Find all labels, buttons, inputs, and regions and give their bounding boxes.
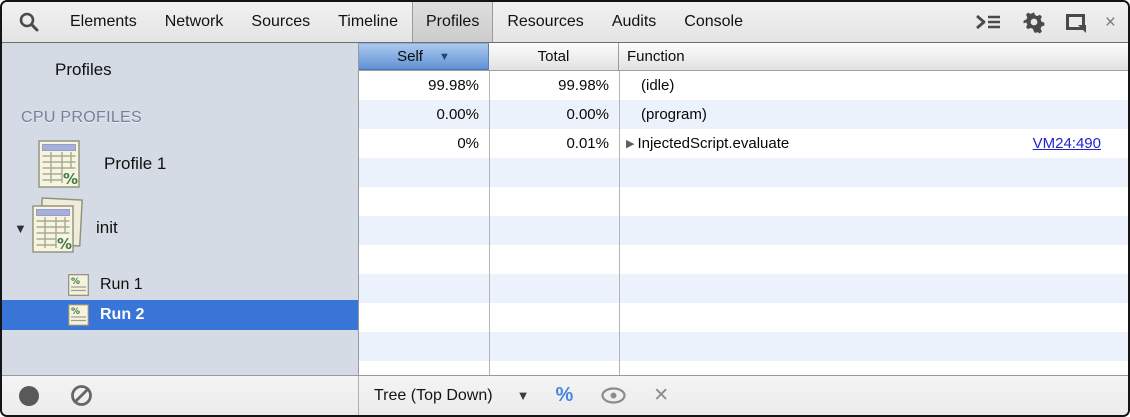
tab-label: Console	[684, 13, 743, 30]
sidebar-item-profile-1[interactable]: % Profile 1	[38, 140, 358, 188]
main-area: Profiles CPU PROFILES %	[2, 43, 1128, 375]
table-row-injectedscript[interactable]: 0% 0.01% ▶ InjectedScript.evaluate VM24:…	[359, 129, 1128, 158]
main-toolbar: Elements Network Sources Timeline Profil…	[2, 2, 1128, 43]
column-label: Self	[397, 48, 423, 65]
exclude-function-icon[interactable]: ✕	[653, 385, 670, 406]
column-header-function[interactable]: Function	[619, 43, 1128, 70]
column-label: Function	[627, 48, 685, 65]
tab-label: Timeline	[338, 13, 398, 30]
profile-data-grid: Self ▼ Total Function 99.98% 99.98% (idl…	[359, 43, 1128, 375]
svg-text:%: %	[63, 170, 78, 188]
table-row-idle[interactable]: 99.98% 99.98% (idle)	[359, 71, 1128, 100]
self-cell: 99.98%	[428, 77, 479, 94]
status-bar-right: Tree (Top Down) ▼ % ✕	[359, 384, 669, 407]
sidebar-title: Profiles	[55, 60, 112, 79]
tab-network[interactable]: Network	[151, 2, 238, 42]
tab-elements[interactable]: Elements	[56, 2, 151, 42]
column-header-self[interactable]: Self ▼	[359, 43, 489, 70]
run-sheet-icon: %	[68, 274, 89, 296]
run-sheet-icon: %	[68, 304, 89, 326]
expand-row-icon[interactable]: ▶	[626, 138, 635, 150]
column-separator[interactable]	[489, 71, 490, 375]
sort-descending-icon: ▼	[438, 50, 450, 63]
function-name: InjectedScript.evaluate	[637, 135, 790, 152]
total-cell: 0.00%	[566, 106, 609, 123]
dropdown-arrow-icon: ▼	[516, 388, 530, 403]
close-devtools-icon[interactable]: ×	[1104, 11, 1116, 33]
function-name: (idle)	[641, 77, 675, 94]
column-separator[interactable]	[619, 71, 620, 375]
function-cell: ▶ InjectedScript.evaluate VM24:490	[619, 135, 1128, 152]
tab-audits[interactable]: Audits	[598, 2, 670, 42]
status-bar-left	[2, 376, 359, 415]
percent-toggle-button[interactable]: %	[555, 384, 574, 406]
grid-body: 99.98% 99.98% (idle) 0.00% 0.00% (progra…	[359, 71, 1128, 375]
init-group-label: init	[96, 218, 118, 237]
disclosure-triangle-icon[interactable]: ▼	[14, 220, 27, 236]
function-cell: (program)	[619, 106, 1128, 123]
view-mode-dropdown[interactable]: Tree (Top Down) ▼	[374, 387, 529, 405]
sidebar-item-init[interactable]: ▼	[14, 197, 358, 258]
console-drawer-icon[interactable]	[974, 13, 1002, 31]
tab-label: Sources	[251, 13, 311, 30]
profile-sheet-icon: %	[38, 140, 80, 188]
grid-header: Self ▼ Total Function	[359, 43, 1128, 71]
tab-label: Network	[164, 13, 224, 30]
tab-label: Resources	[507, 13, 584, 30]
tab-resources[interactable]: Resources	[493, 2, 597, 42]
self-cell: 0.00%	[436, 106, 479, 123]
tab-timeline[interactable]: Timeline	[324, 2, 412, 42]
profile-item-label: Profile 1	[104, 154, 167, 173]
tab-profiles[interactable]: Profiles	[411, 2, 494, 42]
run-label: Run 1	[100, 276, 143, 293]
column-header-total[interactable]: Total	[489, 43, 619, 70]
table-row-program[interactable]: 0.00% 0.00% (program)	[359, 100, 1128, 129]
empty-rows-filler	[359, 158, 1128, 375]
tab-label: Profiles	[425, 13, 480, 30]
profiles-sidebar: Profiles CPU PROFILES %	[2, 43, 359, 375]
self-cell: 0%	[457, 135, 479, 152]
record-profile-icon[interactable]	[19, 385, 39, 406]
cpu-profiles-section-header: CPU PROFILES	[21, 109, 142, 126]
sidebar-item-run-2[interactable]: % Run 2	[2, 300, 358, 330]
profile-group-stacked-icon: %	[32, 197, 84, 258]
view-mode-label: Tree (Top Down)	[374, 386, 493, 404]
svg-text:%: %	[57, 235, 72, 253]
function-name: (program)	[641, 106, 707, 123]
svg-text:%: %	[71, 277, 80, 287]
tab-label: Elements	[70, 13, 137, 30]
clear-profiles-icon[interactable]	[70, 384, 93, 407]
column-label: Total	[537, 48, 570, 65]
search-icon[interactable]	[16, 9, 42, 35]
source-location-link[interactable]: VM24:490	[1032, 135, 1101, 152]
tab-label: Audits	[611, 13, 657, 30]
run-label: Run 2	[100, 306, 145, 323]
function-cell: (idle)	[619, 77, 1128, 94]
dock-side-icon[interactable]	[1065, 14, 1085, 30]
toolbar-right-controls: ×	[974, 10, 1116, 34]
panel-tabs: Elements Network Sources Timeline Profil…	[56, 2, 757, 42]
status-bar: Tree (Top Down) ▼ % ✕	[2, 375, 1128, 415]
focus-function-eye-icon[interactable]	[600, 387, 627, 404]
tab-console[interactable]: Console	[670, 2, 757, 42]
gear-icon[interactable]	[1022, 10, 1046, 34]
total-cell: 99.98%	[558, 77, 609, 94]
svg-text:%: %	[71, 307, 80, 317]
total-cell: 0.01%	[566, 135, 609, 152]
sidebar-item-run-1[interactable]: % Run 1	[2, 270, 358, 300]
tab-sources[interactable]: Sources	[237, 2, 324, 42]
